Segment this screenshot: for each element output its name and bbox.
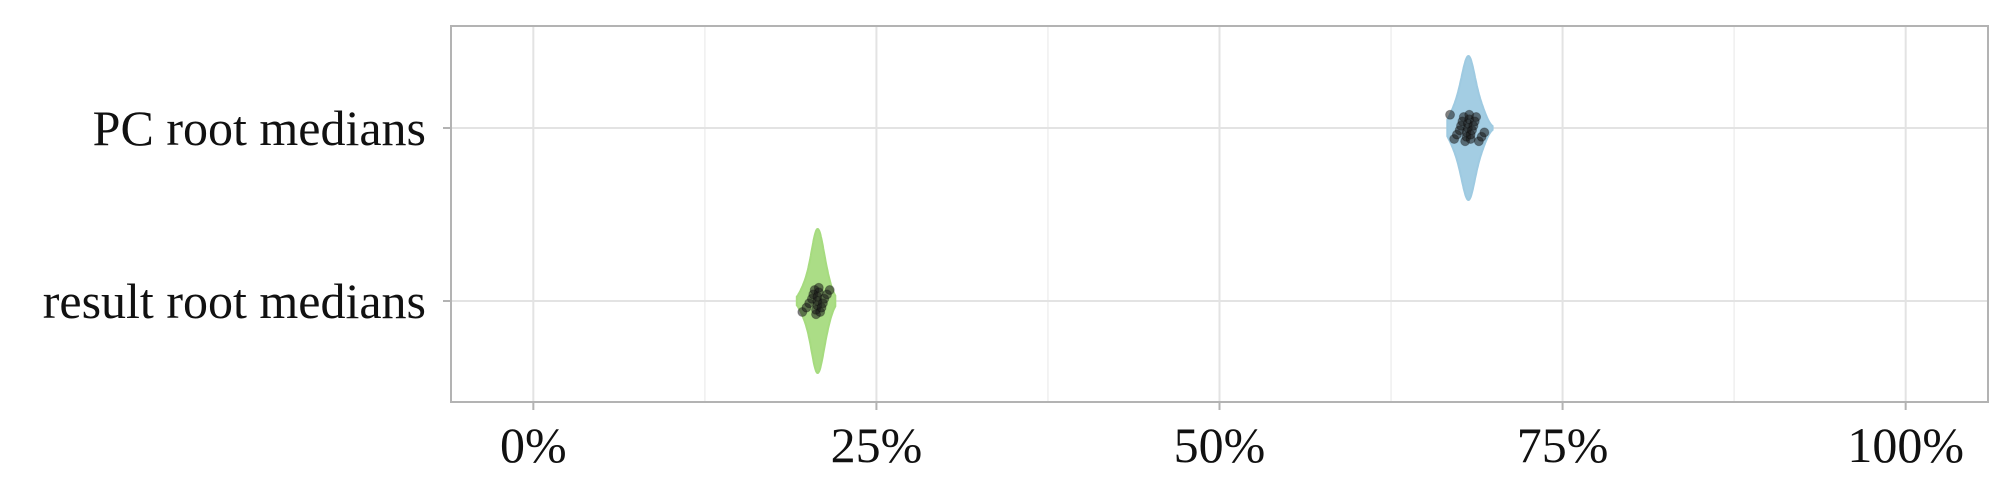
violin-layer (795, 54, 1494, 375)
data-point (813, 282, 824, 293)
grid-layer (451, 26, 1988, 402)
category-label: PC root medians (93, 100, 426, 156)
category-label: result root medians (43, 273, 426, 329)
data-point (1479, 127, 1490, 138)
axis-layer: 0% 25% 50% 75% 100% PC root medians result roo… (43, 100, 1964, 473)
x-tick-label: 75% (1517, 417, 1609, 473)
data-point (1471, 112, 1482, 122)
x-tick-label: 0% (500, 417, 567, 473)
points-layer (797, 109, 1490, 320)
data-point (1445, 109, 1456, 120)
x-tick-label: 25% (831, 417, 923, 473)
x-tick-label: 100% (1847, 417, 1964, 473)
data-point (824, 285, 835, 295)
x-tick-label: 50% (1174, 417, 1266, 473)
